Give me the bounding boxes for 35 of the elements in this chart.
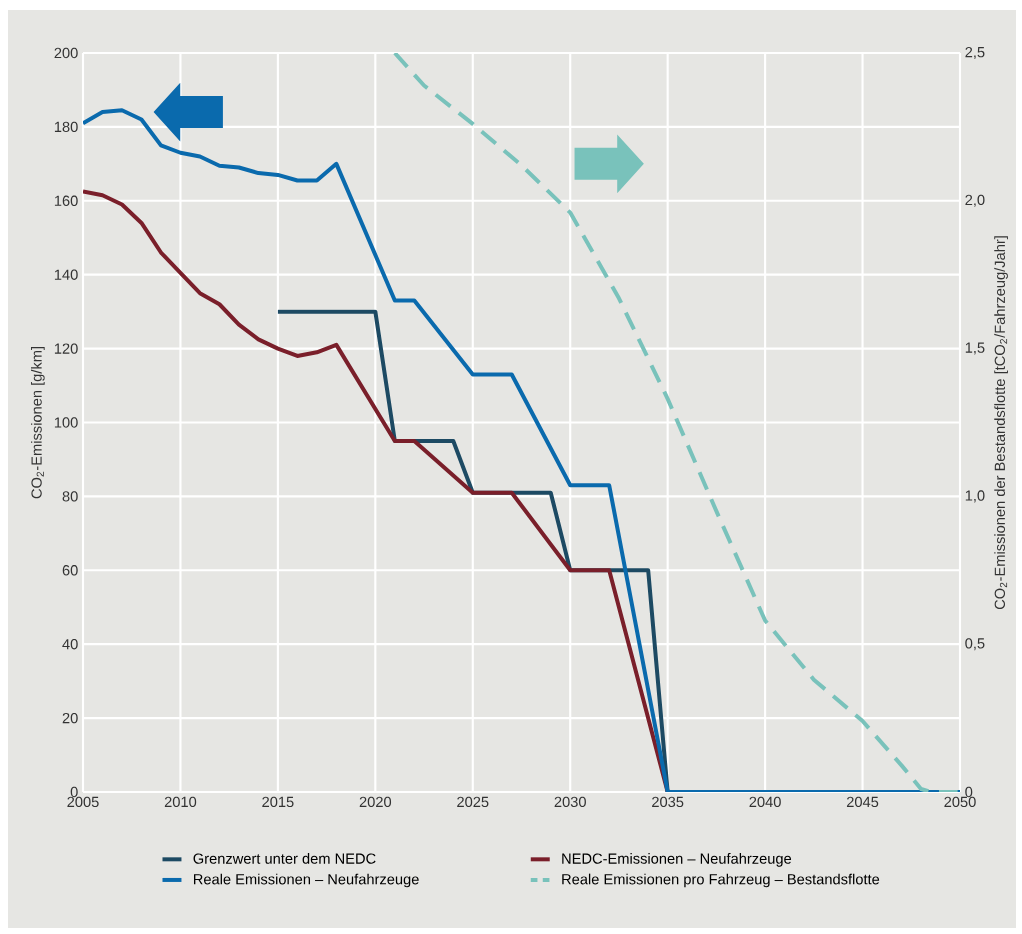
y-tick-label: 200: [54, 47, 78, 59]
y-tick-label: 60: [62, 565, 78, 576]
legend-label: Grenzwert unter dem NEDC: [193, 853, 376, 864]
legend-label: NEDC-Emissionen – Neufahrzeuge: [562, 853, 792, 867]
y-tick-label: 20: [62, 712, 78, 724]
y-tick-label: 40: [62, 639, 78, 650]
y2-tick-label: 2,5: [965, 46, 985, 60]
y2-axis-title: CO$_{2}$-Emissionen der Bestandsflotte [tCO$_{2}$/Fahrzeug/Jahr]: [994, 236, 1008, 610]
y-tick-label: 140: [54, 269, 78, 280]
x-tick-label: 2005: [67, 796, 99, 808]
x-tick-label: 2030: [554, 796, 586, 808]
y-tick-label: 120: [54, 343, 78, 354]
y2-tick-label: 0: [965, 786, 973, 798]
y-axis-title: CO$_{2}$-Emissionen [g/km]: [31, 347, 45, 499]
line-series: [83, 108, 960, 792]
x-tick-label: 2010: [164, 796, 197, 808]
line-series: [392, 52, 960, 792]
y-tick-label: 180: [54, 121, 78, 133]
y-tick-label: 160: [54, 195, 78, 206]
y-tick-label: 0: [70, 786, 78, 798]
x-tick-label: 2050: [944, 796, 976, 808]
x-tick-label: 2040: [749, 796, 781, 808]
x-tick-label: 2020: [359, 796, 392, 808]
legend-label: Reale Emissionen – Neufahrzeuge: [194, 873, 419, 888]
x-tick-label: 2025: [457, 796, 489, 808]
y-tick-label: 100: [54, 417, 78, 428]
y2-tick-label: 1,5: [965, 342, 985, 355]
x-tick-label: 2045: [846, 796, 879, 808]
y2-tick-label: 0,5: [965, 638, 985, 651]
x-tick-label: 2035: [652, 796, 684, 808]
y-tick-label: 80: [62, 491, 78, 502]
y2-tick-label: 1,0: [965, 490, 985, 503]
legend-label: Reale Emissionen pro Fahrzeug – Bestandsflotte: [562, 873, 880, 888]
y2-tick-label: 2,0: [965, 194, 985, 207]
x-tick-label: 2015: [262, 796, 294, 808]
